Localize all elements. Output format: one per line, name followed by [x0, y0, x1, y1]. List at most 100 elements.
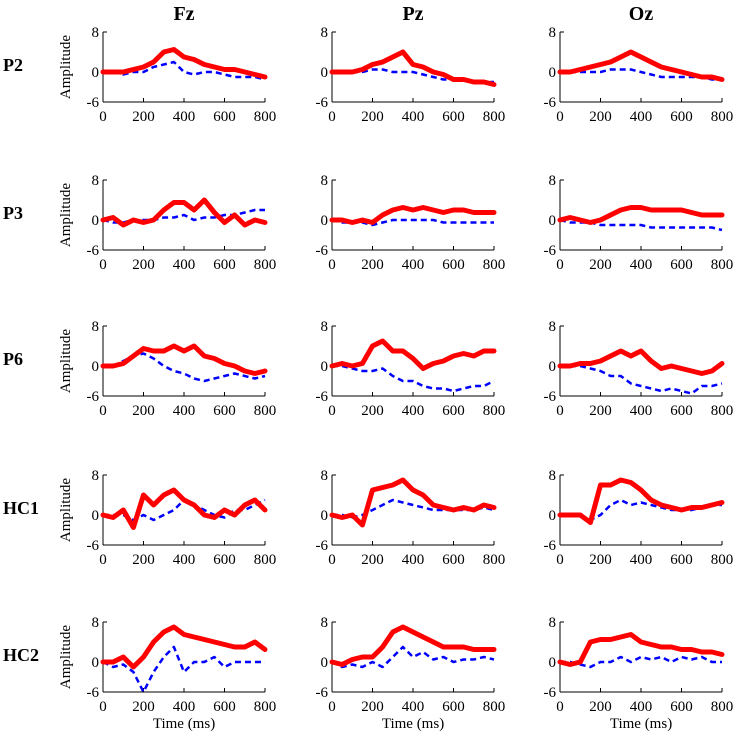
y-tick-label-p6-pz: -6 [316, 389, 329, 405]
y-tick-label-p2-oz: -6 [544, 95, 557, 111]
x-tick-label-p3-pz: 0 [328, 257, 336, 273]
x-tick-label-p3-fz: 400 [173, 257, 196, 273]
y-tick-label-p2-fz: 8 [92, 25, 100, 41]
y-axis-label-p3-fz: Amplitude [58, 183, 74, 248]
row-title-p6: P6 [3, 349, 23, 369]
x-tick-label-p6-fz: 200 [132, 403, 155, 419]
x-tick-label-hc2-fz: 600 [213, 699, 236, 715]
y-tick-label-p3-pz: 8 [321, 173, 329, 189]
y-tick-label-hc2-fz: 0 [92, 655, 100, 671]
x-tick-label-hc1-pz: 400 [402, 552, 425, 568]
x-tick-label-p2-fz: 400 [173, 109, 196, 125]
x-tick-label-hc2-oz: 0 [556, 699, 564, 715]
x-tick-label-p6-pz: 600 [442, 403, 465, 419]
y-axis-label-hc2-fz: Amplitude [58, 625, 74, 690]
y-tick-label-p2-oz: 0 [549, 65, 557, 81]
x-tick-label-p6-pz: 800 [483, 403, 506, 419]
y-tick-label-p2-pz: 8 [321, 25, 329, 41]
x-tick-label-p6-oz: 0 [556, 403, 564, 419]
x-tick-label-p2-pz: 800 [483, 109, 506, 125]
x-tick-label-hc2-fz: 200 [132, 699, 155, 715]
solid-series-line-p6-fz [100, 343, 268, 376]
x-tick-label-p3-pz: 400 [402, 257, 425, 273]
x-tick-label-p3-oz: 0 [556, 257, 564, 273]
y-tick-label-p2-fz: 0 [92, 65, 100, 81]
x-tick-label-hc1-fz: 600 [213, 552, 236, 568]
x-tick-label-p2-pz: 600 [442, 109, 465, 125]
x-tick-label-p6-oz: 800 [711, 403, 734, 419]
row-title-hc2: HC2 [3, 645, 39, 665]
dashed-series-line-p3-oz [559, 218, 723, 232]
solid-series-line-hc2-oz [557, 632, 725, 667]
x-tick-label-p6-fz: 600 [213, 403, 236, 419]
x-tick-label-hc1-oz: 0 [556, 552, 564, 568]
x-tick-label-p6-pz: 200 [361, 403, 384, 419]
x-tick-label-p3-oz: 600 [670, 257, 693, 273]
x-tick-label-hc1-pz: 0 [328, 552, 336, 568]
solid-series-line-hc2-fz [100, 624, 268, 670]
dashed-series-line-p3-pz [331, 218, 494, 227]
dashed-series-line-hc2-oz [560, 655, 722, 669]
y-tick-label-hc1-fz: -6 [87, 538, 100, 554]
x-tick-label-hc1-fz: 0 [99, 552, 107, 568]
x-tick-label-p6-fz: 400 [173, 403, 196, 419]
x-tick-label-p6-oz: 200 [589, 403, 612, 419]
x-tick-label-p3-fz: 0 [99, 257, 107, 273]
dashed-series-line-p6-fz [103, 352, 266, 383]
y-tick-label-p6-oz: 0 [549, 359, 557, 375]
y-axis-label-hc1-fz: Amplitude [58, 478, 74, 543]
x-tick-label-hc1-oz: 800 [711, 552, 734, 568]
solid-series-line-p6-oz [557, 348, 725, 376]
x-tick-label-hc2-pz: 800 [483, 699, 506, 715]
y-tick-label-hc2-oz: -6 [544, 685, 557, 701]
x-tick-label-p2-oz: 0 [556, 109, 564, 125]
y-tick-label-p6-fz: -6 [87, 389, 100, 405]
y-tick-label-p3-oz: 0 [549, 213, 557, 229]
y-tick-label-hc1-oz: 8 [549, 468, 557, 484]
x-tick-label-hc1-pz: 600 [442, 552, 465, 568]
solid-series-line-hc2-pz [329, 624, 497, 667]
x-tick-label-p3-oz: 400 [630, 257, 653, 273]
x-tick-label-hc2-oz: 200 [589, 699, 612, 715]
x-tick-label-p6-oz: 400 [630, 403, 653, 419]
y-tick-label-hc2-fz: -6 [87, 685, 100, 701]
x-tick-label-p6-pz: 0 [328, 403, 336, 419]
x-tick-label-p2-fz: 0 [99, 109, 107, 125]
x-tick-label-p3-fz: 200 [132, 257, 155, 273]
x-axis-label-hc2-fz: Time (ms) [153, 716, 215, 732]
row-title-hc1: HC1 [3, 498, 39, 518]
x-tick-label-hc1-fz: 800 [254, 552, 277, 568]
y-tick-label-p3-oz: 8 [549, 173, 557, 189]
row-title-p3: P3 [3, 203, 23, 223]
x-tick-label-p3-pz: 800 [483, 257, 506, 273]
y-tick-label-p3-fz: 0 [92, 213, 100, 229]
y-tick-label-p2-fz: -6 [87, 95, 100, 111]
y-tick-label-hc1-pz: 8 [321, 468, 329, 484]
y-tick-label-p6-pz: 8 [321, 319, 329, 335]
y-tick-label-p6-oz: 8 [549, 319, 557, 335]
solid-series-line-p6-pz [329, 338, 497, 371]
x-tick-label-p6-fz: 0 [99, 403, 107, 419]
x-tick-label-p3-fz: 600 [213, 257, 236, 273]
x-tick-label-hc1-oz: 400 [630, 552, 653, 568]
solid-series-line-p2-pz [329, 49, 497, 87]
x-tick-label-p3-oz: 200 [589, 257, 612, 273]
x-tick-label-hc2-pz: 0 [328, 699, 336, 715]
y-tick-label-hc1-oz: 0 [549, 508, 557, 524]
dashed-series-line-p2-fz [103, 60, 266, 81]
x-tick-label-p2-pz: 0 [328, 109, 336, 125]
x-tick-label-hc2-fz: 400 [173, 699, 196, 715]
y-axis-label-p6-fz: Amplitude [58, 329, 74, 394]
x-tick-label-hc2-pz: 200 [361, 699, 384, 715]
y-tick-label-p2-oz: 8 [549, 25, 557, 41]
x-tick-label-p2-oz: 400 [630, 109, 653, 125]
x-tick-label-hc1-oz: 600 [670, 552, 693, 568]
solid-series-line-p3-pz [329, 205, 497, 225]
x-tick-label-p6-fz: 800 [254, 403, 277, 419]
x-tick-label-p2-pz: 400 [402, 109, 425, 125]
y-tick-label-hc1-pz: -6 [316, 538, 329, 554]
y-tick-label-p3-oz: -6 [544, 243, 557, 259]
x-tick-label-hc2-fz: 800 [254, 699, 277, 715]
y-tick-label-p6-oz: -6 [544, 389, 557, 405]
dashed-series-line-p6-oz [560, 364, 723, 395]
